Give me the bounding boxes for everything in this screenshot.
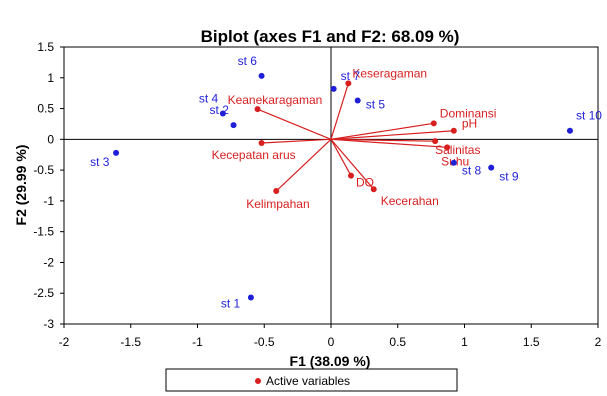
observation-point: [450, 159, 457, 166]
variable-point: [345, 80, 352, 87]
x-tick-label: 0: [328, 335, 335, 349]
variable-vector: [330, 130, 454, 140]
variable-label: Kecepatan arus: [212, 148, 296, 162]
variable-vector: [257, 108, 332, 140]
variable-vector: [261, 138, 332, 144]
observation-label: st 9: [499, 170, 519, 184]
observation-point: [566, 127, 573, 134]
observation-point: [488, 164, 495, 171]
variable-vector: [330, 122, 434, 140]
y-tick-label: 0: [47, 132, 54, 146]
variable-point: [370, 186, 377, 193]
y-tick-label: 0.5: [37, 102, 54, 116]
y-tick-label: -2.5: [33, 286, 54, 300]
x-tick-label: 1.5: [523, 335, 540, 349]
x-axis-title: F1 (38.09 %): [290, 353, 371, 369]
variable-label: Keseragaman: [352, 66, 427, 80]
variable-label: pH: [462, 117, 477, 131]
observation-label: st 6: [238, 54, 258, 68]
variable-vector: [275, 138, 332, 192]
variable-vector: [330, 138, 448, 148]
x-tick-label: -1: [192, 335, 203, 349]
observation-label: st 8: [462, 164, 482, 178]
observation-point: [113, 149, 120, 156]
x-tick-label: 2: [595, 335, 602, 349]
y-tick-label: -1: [43, 194, 54, 208]
observation-label: st 5: [366, 98, 386, 112]
variable-label: Kelimpahan: [246, 197, 309, 211]
x-tick-label: 0.5: [389, 335, 406, 349]
legend-label: Active variables: [266, 374, 350, 388]
x-tick-label: -2: [59, 335, 70, 349]
y-tick-label: -0.5: [33, 163, 54, 177]
observation-label: st 3: [90, 155, 110, 169]
observation-label: st 7: [341, 69, 361, 83]
variable-point: [258, 140, 265, 147]
variable-point: [444, 144, 451, 151]
observation-point: [230, 122, 237, 129]
variable-point: [450, 127, 457, 134]
variable-label: DO: [356, 176, 374, 190]
variable-label: Kecerahan: [381, 194, 439, 208]
observation-label: st 10: [576, 109, 602, 123]
variable-vector: [330, 138, 375, 190]
variable-vector: [330, 139, 352, 176]
variable-label: Keanekaragaman: [228, 93, 323, 107]
y-tick-label: 1.5: [37, 40, 54, 54]
observation-point: [354, 97, 361, 104]
variable-point: [254, 106, 261, 113]
observation-point: [219, 110, 226, 117]
y-axis-title: F2 (29.99 %): [13, 145, 29, 226]
x-tick-label: 1: [461, 335, 468, 349]
axis-ticks: -2 -1.5 -1 -0.5 0 0.5 1 1.5 2 1.5 1 0.5 0 -0.5 -1 -1.5 -…: [33, 40, 601, 349]
observation-label: st 4: [199, 91, 219, 105]
variable-vector: [330, 83, 349, 140]
variable-label: Dominansi: [440, 106, 497, 120]
chart-title: Biplot (axes F1 and F2: 68.09 %): [201, 27, 460, 46]
observation-point: [247, 294, 254, 301]
variable-point: [430, 120, 437, 127]
x-tick-label: -1.5: [120, 335, 141, 349]
y-tick-label: -1.5: [33, 225, 54, 239]
legend-marker: [255, 378, 261, 384]
y-tick-label: -2: [43, 255, 54, 269]
legend-box: [165, 368, 458, 392]
x-tick-label: -0.5: [254, 335, 275, 349]
variable-point: [348, 172, 355, 179]
observation-label: st 1: [221, 297, 241, 311]
legend: Active variables: [165, 368, 458, 392]
observation-point: [258, 72, 265, 79]
y-tick-label: -3: [43, 317, 54, 331]
variable-point: [273, 188, 280, 195]
observation-point: [330, 85, 337, 92]
y-tick-label: 1: [47, 71, 54, 85]
variable-vector: [330, 138, 436, 142]
variable-point: [432, 138, 439, 145]
